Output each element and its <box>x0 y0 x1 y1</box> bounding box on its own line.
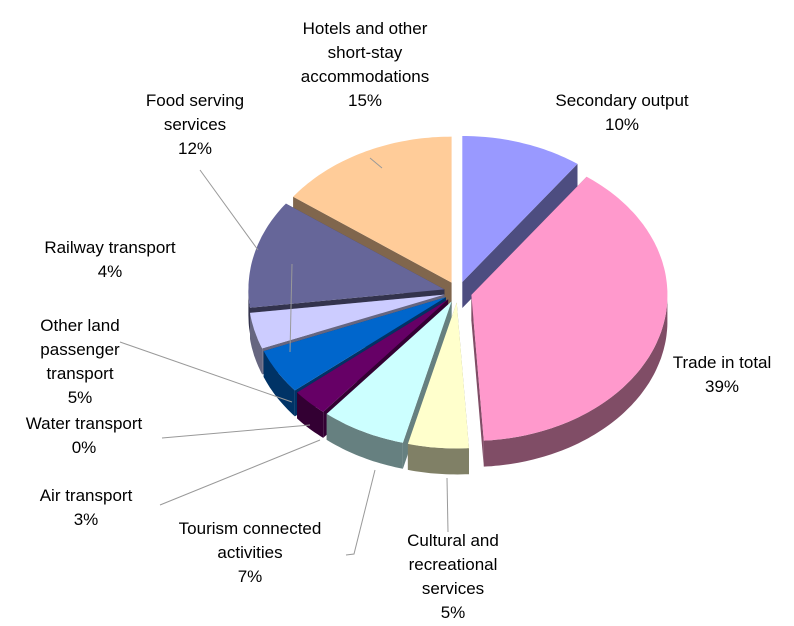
value-label: 12% <box>177 139 213 158</box>
value-label: 3% <box>73 510 99 529</box>
leader-line <box>446 477 449 533</box>
slice-label: Other land passenger transport 5% <box>24 314 136 410</box>
category-name: Hotels and other short-stay accommodatio… <box>300 19 430 86</box>
leader-line <box>345 469 376 556</box>
slice <box>462 136 578 308</box>
slice <box>407 302 469 475</box>
leader-line <box>159 439 321 506</box>
slice-label: Food serving services 12% <box>128 89 263 161</box>
slice-label: Air transport 3% <box>0 484 186 532</box>
category-name: Cultural and recreational services <box>407 531 499 598</box>
leader-line <box>119 341 293 403</box>
slice-top <box>462 136 578 282</box>
leader-line <box>289 263 293 353</box>
category-name: Tourism connected activities <box>178 519 322 562</box>
category-name: Trade in total <box>672 353 772 372</box>
slice-top <box>250 294 445 349</box>
value-label: 4% <box>97 262 123 281</box>
value-label: 15% <box>347 91 383 110</box>
category-name: Water transport <box>25 414 143 433</box>
slice-cut-wall <box>462 163 578 308</box>
slice-top <box>407 302 469 449</box>
slice-cut-wall <box>471 294 484 467</box>
slice-outer-wall <box>326 413 403 469</box>
category-name: Food serving services <box>145 91 245 134</box>
slice-outer-wall <box>248 289 250 334</box>
slice <box>471 176 668 467</box>
slice-label: Tourism connected activities 7% <box>158 517 343 589</box>
value-label: 7% <box>237 567 263 586</box>
category-name: Railway transport <box>44 238 176 257</box>
value-label: 39% <box>704 377 740 396</box>
slice-label: Railway transport 4% <box>10 236 210 284</box>
slice-top <box>297 299 449 412</box>
category-name: Other land passenger transport <box>40 316 120 383</box>
value-label: 5% <box>67 388 93 407</box>
slice-label: Secondary output 10% <box>522 89 722 137</box>
slice-top <box>326 301 452 443</box>
slice-top <box>293 136 452 283</box>
slice-outer-wall <box>250 312 263 375</box>
slice-label: Trade in total 39% <box>622 351 794 399</box>
slice-top <box>471 176 668 441</box>
slice-top <box>248 203 445 308</box>
category-name: Secondary output <box>555 91 689 110</box>
slice-label: Cultural and recreational services 5% <box>394 529 512 625</box>
slice-label: Water transport 0% <box>0 412 184 460</box>
category-name: Air transport <box>39 486 133 505</box>
slice-outer-wall <box>407 443 469 475</box>
value-label: 0% <box>71 438 97 457</box>
leader-line <box>199 169 259 251</box>
slice-top <box>263 297 446 391</box>
value-label: 10% <box>604 115 640 134</box>
value-label: 5% <box>440 603 466 622</box>
leader-line <box>161 424 311 439</box>
slice-outer-wall <box>483 294 668 467</box>
slice-outer-wall <box>297 392 324 438</box>
leader-line <box>369 157 383 169</box>
slice-label: Hotels and other short-stay accommodatio… <box>283 17 448 113</box>
